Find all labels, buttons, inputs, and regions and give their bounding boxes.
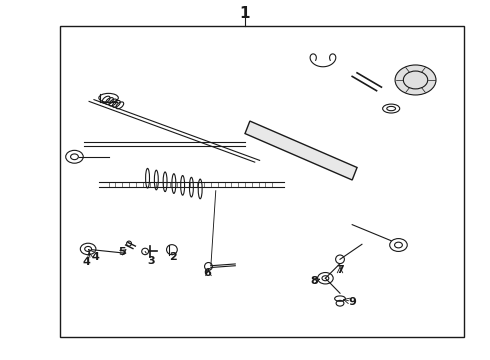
- Text: 9: 9: [348, 297, 356, 307]
- Text: 1: 1: [240, 6, 250, 21]
- Polygon shape: [245, 121, 357, 180]
- Text: 4: 4: [89, 249, 99, 262]
- Bar: [60, 26, 464, 337]
- Text: 8: 8: [311, 276, 319, 286]
- Text: 4: 4: [83, 257, 91, 267]
- Text: 2: 2: [170, 252, 177, 262]
- Circle shape: [395, 65, 436, 95]
- Text: 3: 3: [145, 251, 155, 266]
- Text: 6: 6: [203, 268, 211, 278]
- Text: 5: 5: [118, 247, 125, 257]
- Text: 7: 7: [336, 265, 344, 275]
